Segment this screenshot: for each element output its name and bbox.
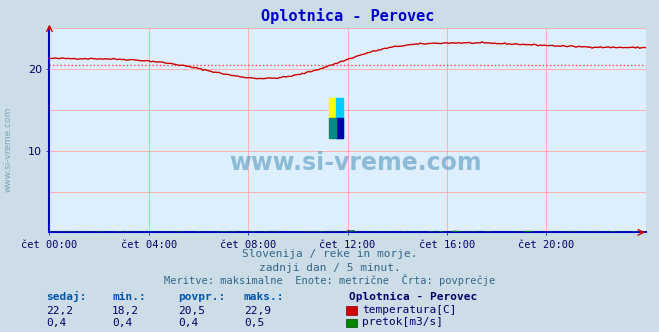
- Text: Slovenija / reke in morje.: Slovenija / reke in morje.: [242, 249, 417, 259]
- Text: 0,5: 0,5: [244, 318, 264, 328]
- Text: Oplotnica - Perovec: Oplotnica - Perovec: [349, 292, 478, 302]
- Text: povpr.:: povpr.:: [178, 292, 225, 302]
- Text: min.:: min.:: [112, 292, 146, 302]
- Text: pretok[m3/s]: pretok[m3/s]: [362, 317, 443, 327]
- Text: zadnji dan / 5 minut.: zadnji dan / 5 minut.: [258, 263, 401, 273]
- Text: temperatura[C]: temperatura[C]: [362, 305, 456, 315]
- Text: sedaj:: sedaj:: [46, 291, 86, 302]
- Text: 0,4: 0,4: [46, 318, 67, 328]
- Text: 18,2: 18,2: [112, 306, 139, 316]
- Bar: [336, 118, 343, 138]
- Text: 20,5: 20,5: [178, 306, 205, 316]
- Text: maks.:: maks.:: [244, 292, 284, 302]
- Text: 0,4: 0,4: [178, 318, 198, 328]
- Bar: [329, 118, 336, 138]
- Bar: [336, 98, 343, 138]
- Bar: [329, 98, 336, 138]
- Title: Oplotnica - Perovec: Oplotnica - Perovec: [261, 8, 434, 24]
- Text: 22,9: 22,9: [244, 306, 271, 316]
- Text: 0,4: 0,4: [112, 318, 132, 328]
- Text: www.si-vreme.com: www.si-vreme.com: [3, 107, 13, 192]
- Text: www.si-vreme.com: www.si-vreme.com: [229, 151, 482, 175]
- Text: Meritve: maksimalne  Enote: metrične  Črta: povprečje: Meritve: maksimalne Enote: metrične Črta…: [164, 274, 495, 286]
- Text: 22,2: 22,2: [46, 306, 73, 316]
